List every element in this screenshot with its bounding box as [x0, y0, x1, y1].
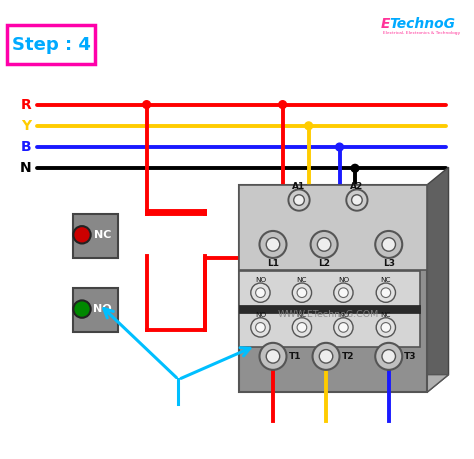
Text: T2: T2: [341, 352, 354, 361]
Text: Step : 4: Step : 4: [12, 36, 91, 54]
Circle shape: [381, 288, 391, 297]
Text: WWW.ETechnoG.COM: WWW.ETechnoG.COM: [278, 310, 379, 319]
Circle shape: [312, 343, 339, 370]
Circle shape: [376, 318, 395, 337]
Circle shape: [297, 323, 307, 332]
Circle shape: [352, 195, 362, 205]
Circle shape: [288, 190, 310, 211]
Text: L2: L2: [318, 259, 330, 268]
Circle shape: [251, 283, 270, 302]
Circle shape: [382, 238, 395, 251]
Circle shape: [266, 350, 280, 363]
Text: NC: NC: [297, 312, 307, 318]
Circle shape: [375, 231, 402, 258]
Circle shape: [376, 283, 395, 302]
Circle shape: [259, 343, 286, 370]
Circle shape: [318, 238, 331, 251]
Circle shape: [338, 323, 348, 332]
Text: TechnoG: TechnoG: [390, 17, 456, 31]
Circle shape: [334, 283, 353, 302]
Circle shape: [382, 350, 395, 363]
Text: L1: L1: [267, 259, 279, 268]
Polygon shape: [239, 375, 448, 392]
Text: A1: A1: [292, 182, 306, 191]
FancyBboxPatch shape: [73, 213, 118, 258]
Text: NC: NC: [381, 277, 391, 283]
Circle shape: [251, 318, 270, 337]
Circle shape: [319, 350, 333, 363]
Circle shape: [292, 283, 311, 302]
Circle shape: [255, 323, 265, 332]
Text: E: E: [381, 17, 391, 31]
Text: N: N: [20, 161, 32, 175]
Circle shape: [294, 195, 304, 205]
Text: B: B: [21, 140, 31, 154]
Circle shape: [310, 231, 337, 258]
Text: Y: Y: [21, 119, 31, 133]
Circle shape: [375, 343, 402, 370]
Circle shape: [334, 318, 353, 337]
Circle shape: [292, 318, 311, 337]
FancyBboxPatch shape: [239, 185, 428, 392]
FancyBboxPatch shape: [239, 271, 419, 347]
Circle shape: [279, 101, 286, 108]
Text: A2: A2: [350, 182, 364, 191]
Circle shape: [73, 300, 91, 318]
FancyBboxPatch shape: [73, 288, 118, 332]
Text: NC: NC: [381, 312, 391, 318]
Text: T3: T3: [404, 352, 417, 361]
Circle shape: [338, 288, 348, 297]
Circle shape: [143, 101, 150, 108]
Circle shape: [336, 143, 343, 151]
Text: T1: T1: [288, 352, 301, 361]
Text: L3: L3: [383, 259, 395, 268]
Circle shape: [73, 226, 91, 243]
Text: R: R: [21, 98, 31, 112]
Text: Electrical, Electronics & Technology: Electrical, Electronics & Technology: [383, 31, 460, 35]
Circle shape: [351, 164, 359, 172]
Text: NC: NC: [93, 230, 111, 240]
Text: NO: NO: [255, 277, 266, 283]
Circle shape: [346, 190, 367, 211]
FancyBboxPatch shape: [239, 185, 428, 269]
Text: NO: NO: [338, 312, 349, 318]
Text: NO: NO: [93, 304, 111, 314]
Circle shape: [297, 288, 307, 297]
Circle shape: [255, 288, 265, 297]
Circle shape: [381, 323, 391, 332]
Circle shape: [266, 238, 280, 251]
Text: NO: NO: [338, 277, 349, 283]
Text: NO: NO: [255, 312, 266, 318]
Circle shape: [259, 231, 286, 258]
Polygon shape: [428, 167, 448, 392]
Circle shape: [305, 122, 312, 129]
FancyBboxPatch shape: [7, 26, 95, 64]
Text: NC: NC: [297, 277, 307, 283]
FancyBboxPatch shape: [239, 305, 419, 313]
